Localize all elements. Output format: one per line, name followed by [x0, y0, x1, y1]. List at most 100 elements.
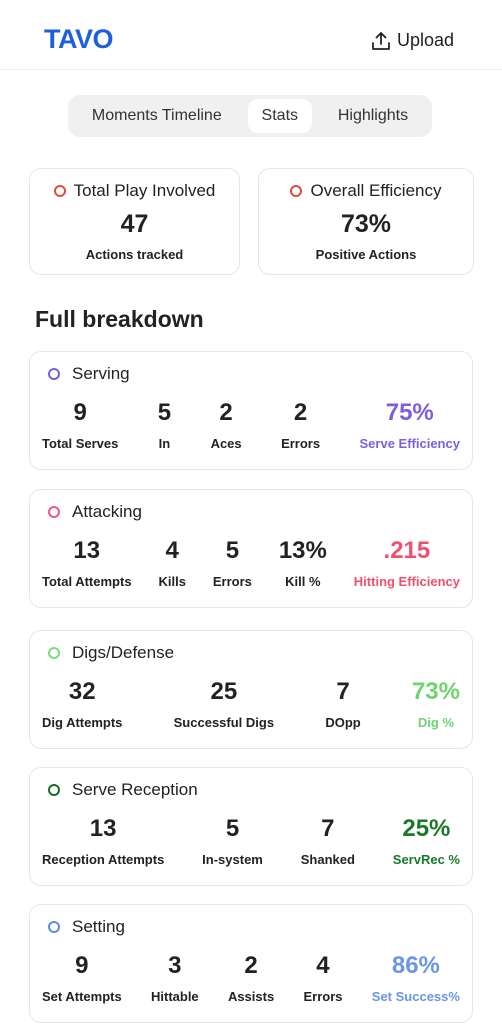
stat-section: Digs/Defense 32 Dig Attempts 25 Successful D… — [29, 630, 473, 749]
stat: 7 Shanked — [301, 815, 355, 867]
stat-value: 5 — [157, 399, 172, 426]
card-title: Overall Efficiency — [310, 181, 442, 200]
stat-label: Errors — [212, 574, 252, 589]
section-title: Serve Reception — [72, 780, 198, 799]
stat: 13 Reception Attempts — [42, 815, 164, 867]
stat: 13% Kill % — [279, 537, 327, 589]
stat: 32 Dig Attempts — [42, 678, 122, 730]
stat-label: Set Attempts — [42, 989, 122, 1004]
stats-row: 9 Set Attempts 3 Hittable 2 Assists 4 Errors 86%… — [42, 952, 460, 1004]
stat-value: 2 — [293, 399, 308, 426]
stat-value: 13 — [73, 537, 101, 564]
section-dot — [48, 506, 60, 518]
section-title-row: Attacking — [48, 502, 142, 522]
section-dot — [48, 921, 60, 933]
stat-value: 4 — [165, 537, 179, 564]
stat-value: 2 — [244, 952, 258, 979]
section-title: Setting — [72, 917, 125, 936]
stat: .215 Hitting Efficiency — [354, 537, 460, 589]
stat-label: Assists — [227, 989, 275, 1004]
stat-label: Kill % — [285, 574, 321, 589]
section-dot — [48, 368, 60, 380]
stat-section: Serving 9 Total Serves 5 In 2 Aces 2 Errors 75% Se… — [29, 351, 473, 470]
stat-value: 2 — [219, 399, 233, 426]
stat: 2 Errors — [281, 399, 320, 451]
stat-label: Shanked — [300, 852, 355, 867]
section-title-row: Digs/Defense — [48, 643, 174, 663]
stat-label: DOpp — [325, 715, 361, 730]
stat-section: Setting 9 Set Attempts 3 Hittable 2 Assists 4 Er… — [29, 904, 473, 1023]
logo[interactable]: TAVO — [44, 24, 114, 54]
stat: 5 Errors — [213, 537, 252, 589]
stat-label: Errors — [281, 436, 321, 451]
tab[interactable]: Moments Timeline — [91, 107, 222, 124]
stat: 25% ServRec % — [393, 815, 460, 867]
stat-value: 5 — [225, 815, 240, 842]
section-dot — [48, 784, 60, 796]
stat: 5 In — [158, 399, 171, 451]
stat: 4 Kills — [158, 537, 185, 589]
stat-label: Errors — [303, 989, 343, 1004]
stat: 9 Set Attempts — [42, 952, 122, 1004]
stat-value: 75% — [385, 399, 434, 426]
summary-card: Overall Efficiency 73% Positive Actions — [258, 168, 474, 275]
stat-section: Attacking 13 Total Attempts 4 Kills 5 Errors 13… — [29, 489, 473, 608]
tab-bar: Moments Timeline Stats Highlights — [68, 95, 432, 137]
stat-section: Serve Reception 13 Reception Attempts 5 In-s… — [29, 767, 473, 886]
stat-label: Reception Attempts — [42, 852, 165, 867]
section-title-row: Serving — [48, 364, 130, 384]
card-title-row: Total Play Involved — [30, 181, 239, 201]
section-dot — [48, 647, 60, 659]
stat-label: In — [158, 436, 171, 451]
stats-row: 32 Dig Attempts 25 Successful Digs 7 DOpp 73% D… — [42, 678, 460, 730]
card-value: 73% — [340, 210, 392, 238]
status-dot — [53, 185, 66, 197]
stat-value: 32 — [68, 678, 96, 705]
stat-value: 25% — [402, 815, 451, 842]
stat-label: Hittable — [150, 989, 199, 1004]
stat: 2 Assists — [228, 952, 274, 1004]
section-title: Serving — [72, 364, 130, 383]
stat: 7 DOpp — [325, 678, 360, 730]
card-value: 47 — [120, 210, 149, 238]
stat-value: 9 — [73, 399, 87, 426]
card-title: Total Play Involved — [73, 181, 216, 200]
stat-label: Set Success% — [371, 989, 460, 1004]
stat: 3 Hittable — [151, 952, 199, 1004]
stat: 5 In-system — [202, 815, 263, 867]
stat: 86% Set Success% — [372, 952, 460, 1004]
header: TAVO Upload — [0, 0, 502, 70]
section-title-row: Serve Reception — [48, 780, 198, 800]
stat-value: 25 — [210, 678, 238, 705]
stat-label: ServRec % — [392, 852, 460, 867]
tab[interactable]: Stats — [247, 99, 313, 133]
stat-label: Serve Efficiency — [359, 436, 460, 451]
stat: 13 Total Attempts — [42, 537, 132, 589]
stat: 75% Serve Efficiency — [360, 399, 460, 451]
stat-value: 13 — [89, 815, 117, 842]
stat: 9 Total Serves — [42, 399, 118, 451]
stat-value: .215 — [383, 537, 431, 564]
stat-label: Kills — [158, 574, 186, 589]
stat-value: 7 — [336, 678, 350, 705]
stat-value: 13% — [278, 537, 327, 564]
card-label: Positive Actions — [315, 247, 417, 262]
section-title-row: Setting — [48, 917, 125, 937]
stat-label: In-system — [202, 852, 263, 867]
section-title: Digs/Defense — [72, 643, 175, 662]
tab[interactable]: Highlights — [337, 107, 409, 124]
stat-value: 86% — [391, 952, 440, 979]
summary-card: Total Play Involved 47 Actions tracked — [29, 168, 240, 275]
stat: 25 Successful Digs — [174, 678, 274, 730]
stat: 73% Dig % — [412, 678, 460, 730]
stats-row: 9 Total Serves 5 In 2 Aces 2 Errors 75% Serve Eff… — [42, 399, 460, 451]
upload-icon — [372, 31, 390, 50]
stat: 4 Errors — [303, 952, 342, 1004]
stat-value: 5 — [225, 537, 240, 564]
upload-button[interactable]: Upload — [371, 30, 454, 51]
stats-row: 13 Total Attempts 4 Kills 5 Errors 13% Kill % .2… — [42, 537, 460, 589]
section-heading: Full breakdown — [35, 306, 204, 332]
stat-label: Aces — [210, 436, 242, 451]
stat-value: 4 — [316, 952, 330, 979]
